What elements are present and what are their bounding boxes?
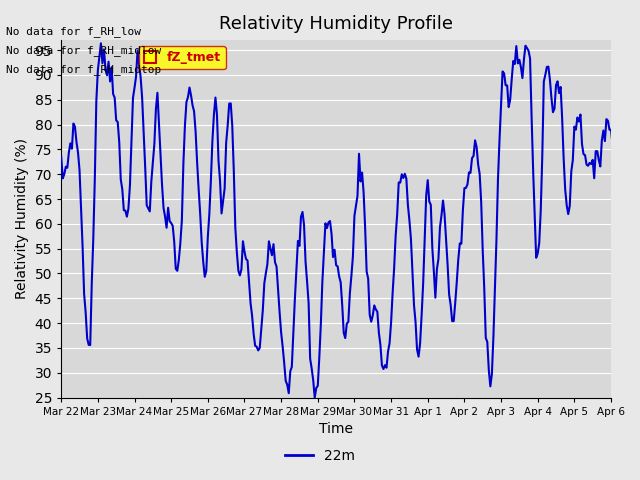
Legend: 22m: 22m: [280, 443, 360, 468]
Text: No data for f_RH_midlow: No data for f_RH_midlow: [6, 45, 162, 56]
Text: No data for f_RH_low: No data for f_RH_low: [6, 25, 141, 36]
Text: No data for f_RH_midtop: No data for f_RH_midtop: [6, 64, 162, 75]
Title: Relativity Humidity Profile: Relativity Humidity Profile: [219, 15, 453, 33]
X-axis label: Time: Time: [319, 422, 353, 436]
Legend: fZ_tmet: fZ_tmet: [139, 47, 225, 70]
Y-axis label: Relativity Humidity (%): Relativity Humidity (%): [15, 138, 29, 300]
